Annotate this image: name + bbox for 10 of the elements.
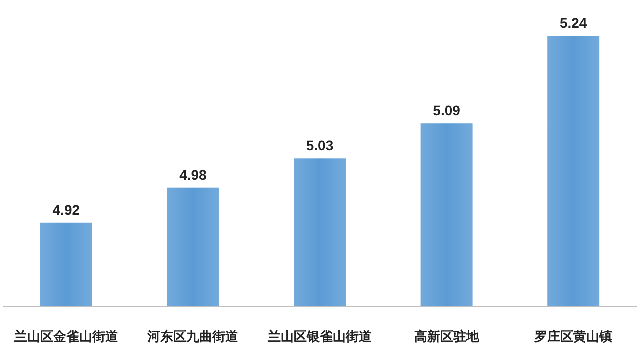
data-label: 4.98 [180, 166, 208, 183]
data-label: 5.03 [306, 138, 334, 154]
data-label: 4.92 [52, 202, 80, 218]
x-tick-label: 兰山区银雀山街道 [267, 329, 373, 345]
data-label: 5.24 [560, 15, 588, 31]
x-tick-label: 兰山区金雀山街道 [13, 329, 120, 345]
x-tick-label: 罗庄区黄山镇 [534, 329, 613, 345]
x-tick-label: 高新区驻地 [414, 329, 480, 345]
x-tick-label: 河东区九曲街道 [146, 329, 240, 345]
data-label: 5.09 [433, 102, 461, 119]
